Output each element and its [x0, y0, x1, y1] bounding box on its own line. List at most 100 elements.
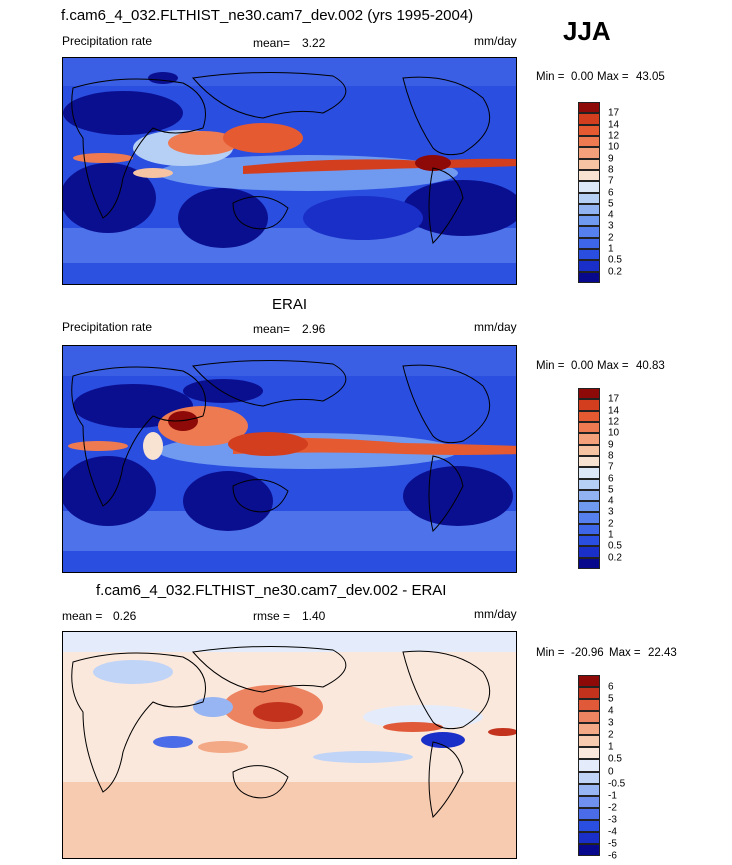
colorbar-box	[578, 102, 600, 114]
colorbar-box	[578, 237, 600, 250]
colorbar-box	[578, 795, 600, 808]
panel-1-variable-label: Precipitation rate	[62, 34, 153, 48]
panel-3-units: mm/day	[474, 607, 517, 621]
colorbar-tick-label: 0	[608, 766, 614, 778]
panel-2-mean-value: 2.96	[302, 322, 326, 336]
panel-3-rmse-value: 1.40	[302, 609, 326, 623]
colorbar-box	[578, 687, 600, 700]
colorbar-tick-label: 5	[608, 198, 614, 210]
colorbar-box	[578, 226, 600, 238]
colorbar-tick-label: 14	[608, 405, 620, 417]
panel-1-min-value: 0.00	[571, 71, 594, 83]
colorbar-box	[578, 557, 600, 569]
colorbar-box	[578, 124, 600, 136]
colorbar-box	[578, 501, 600, 513]
colorbar-tick-label: -2	[608, 802, 617, 814]
colorbar-tick-label: 2	[608, 729, 614, 741]
colorbar-tick-label: 17	[608, 107, 620, 119]
colorbar-box	[578, 535, 600, 547]
panel-2-map	[62, 345, 517, 573]
colorbar-tick-label: -6	[608, 850, 617, 862]
colorbar-tick-label: 8	[608, 164, 614, 176]
panel-3-title: f.cam6_4_032.FLTHIST_ne30.cam7_dev.002 -…	[96, 582, 447, 599]
colorbar-tick-label: 17	[608, 393, 620, 405]
season-label: JJA	[563, 16, 611, 46]
colorbar-box	[578, 489, 600, 502]
colorbar-box	[578, 444, 600, 456]
panel-3-mean-label: mean =	[62, 609, 103, 623]
panel-2-colorbar: 17 14 12 10 9 8 7 6 5 4 3 2 1 0.5 0.2	[578, 388, 622, 569]
panel-1-mean-label: mean=	[253, 36, 291, 50]
colorbar-tick-label: 1	[608, 529, 614, 541]
colorbar-box	[578, 271, 600, 283]
colorbar-tick-label: 0.2	[608, 266, 622, 278]
panel-1-map-svg	[63, 58, 516, 284]
panel-2-min-value: 0.00	[571, 360, 594, 372]
colorbar-box	[578, 723, 600, 736]
colorbar-tick-label: 0.5	[608, 753, 622, 765]
colorbar-box	[578, 113, 600, 125]
colorbar-tick-label: 4	[608, 209, 614, 221]
panel-1-max-label: Max =	[597, 71, 629, 83]
colorbar-box	[578, 735, 600, 748]
colorbar-box	[578, 421, 600, 434]
colorbar-box	[578, 523, 600, 536]
colorbar-box	[578, 147, 600, 159]
panel-3-rmse-label: rmse =	[253, 609, 291, 623]
colorbar-box	[578, 711, 600, 724]
colorbar-box	[578, 512, 600, 524]
panel-3-min-label: Min =	[536, 647, 565, 659]
colorbar-tick-label: 3	[608, 506, 614, 518]
panel-2-title: ERAI	[272, 296, 308, 313]
colorbar-tick-label: -4	[608, 826, 617, 838]
colorbar-tick-label: 7	[608, 461, 614, 473]
panel-3-map-svg	[63, 632, 516, 858]
panel-3-mean-value: 0.26	[113, 609, 137, 623]
colorbar-tick-label: 12	[608, 130, 620, 142]
panel-3-min-value: -20.96	[571, 647, 604, 659]
colorbar-tick-label: 10	[608, 141, 620, 153]
colorbar-box	[578, 783, 600, 796]
panel-2-mean-label: mean=	[253, 322, 291, 336]
colorbar-box	[578, 135, 600, 148]
panel-1-units: mm/day	[474, 34, 517, 48]
colorbar-tick-label: 10	[608, 427, 620, 439]
colorbar-tick-label: 0.2	[608, 552, 622, 564]
colorbar-box	[578, 388, 600, 400]
panel-2-variable-label: Precipitation rate	[62, 320, 153, 334]
colorbar-tick-label: 4	[608, 495, 614, 507]
colorbar-tick-label: -5	[608, 838, 617, 850]
colorbar-tick-label: 3	[608, 220, 614, 232]
colorbar-box	[578, 158, 600, 170]
panel-2-units: mm/day	[474, 320, 517, 334]
colorbar-box	[578, 192, 600, 204]
colorbar-box	[578, 747, 600, 760]
colorbar-box	[578, 260, 600, 272]
colorbar-tick-label: 0.5	[608, 540, 622, 552]
panel-1-max-value: 43.05	[636, 71, 665, 83]
colorbar-box	[578, 699, 600, 712]
colorbar-tick-label: -1	[608, 790, 617, 802]
colorbar-box	[578, 831, 600, 844]
panel-2-max-label: Max =	[597, 360, 629, 372]
panel-3-max-label: Max =	[609, 647, 641, 659]
colorbar-box	[578, 546, 600, 558]
colorbar-tick-label: 4	[608, 705, 614, 717]
colorbar-tick-label: 3	[608, 717, 614, 729]
panel-2-max-value: 40.83	[636, 360, 665, 372]
colorbar-box	[578, 215, 600, 227]
panel-2-map-svg	[63, 346, 516, 572]
colorbar-box	[578, 181, 600, 193]
colorbar-box	[578, 169, 600, 182]
colorbar-tick-label: 1	[608, 741, 614, 753]
colorbar-tick-label: 9	[608, 439, 614, 451]
colorbar-box	[578, 819, 600, 832]
panel-1-min-label: Min =	[536, 71, 565, 83]
colorbar-tick-label: 9	[608, 153, 614, 165]
panel-1-map	[62, 57, 517, 285]
panel-1-title: f.cam6_4_032.FLTHIST_ne30.cam7_dev.002 (…	[61, 7, 474, 24]
colorbar-box	[578, 203, 600, 216]
colorbar-box	[578, 433, 600, 445]
panel-1-colorbar: 17 14 12 10 9 8 7 6 5 4 3 2 1 0.5 0.2	[578, 102, 622, 283]
colorbar-tick-label: 0.5	[608, 254, 622, 266]
